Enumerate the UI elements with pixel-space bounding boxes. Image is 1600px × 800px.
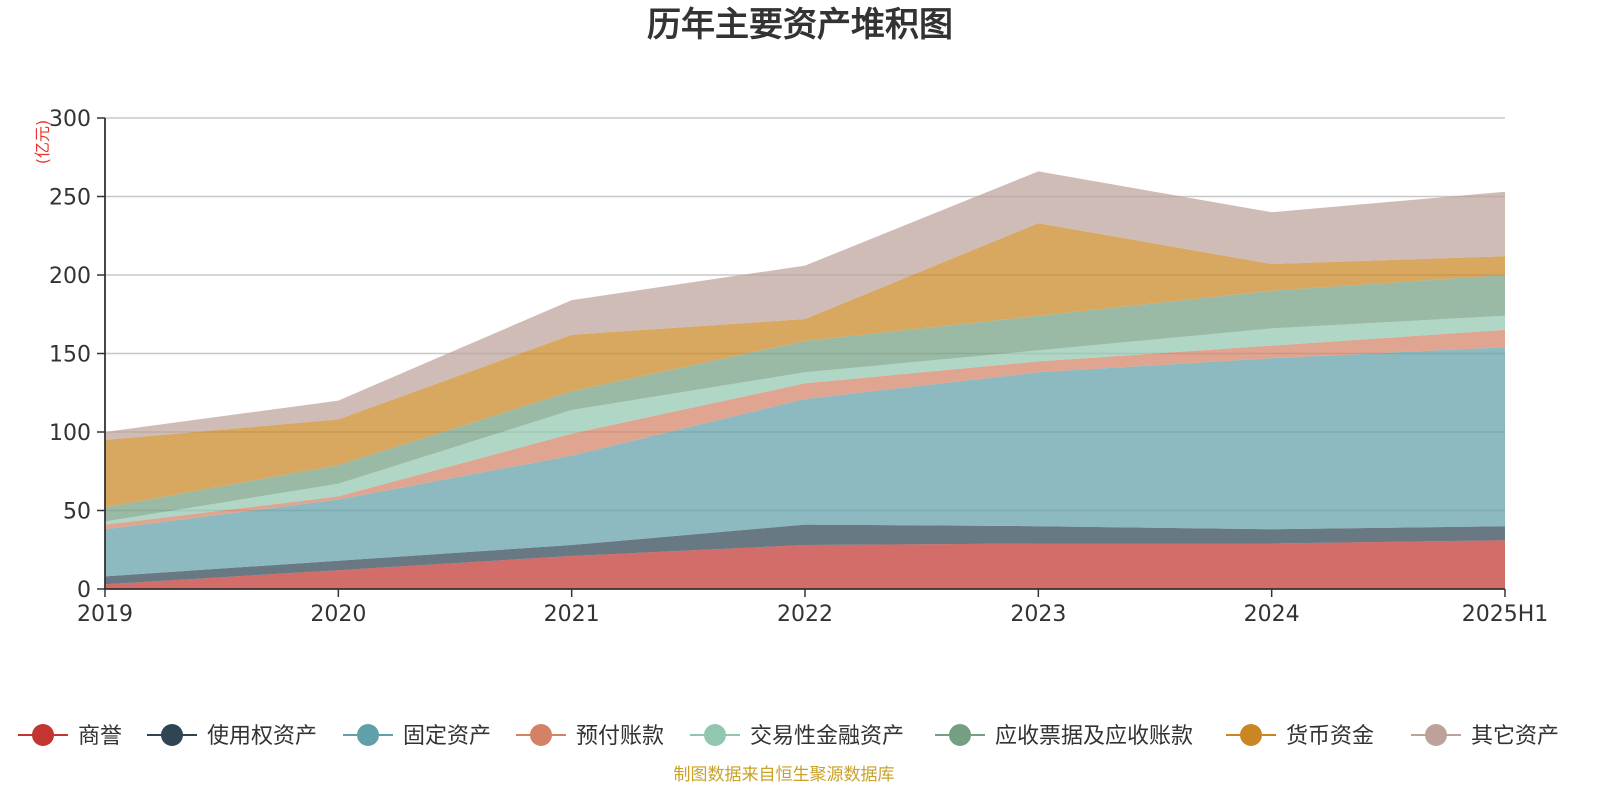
legend-label: 预付账款 [576,724,664,749]
source-footer: 制图数据来自恒生聚源数据库 [674,765,895,785]
area-series-应收票据及应收账款 [105,275,1505,522]
area-series-预付账款 [105,329,1505,530]
legend-marker [949,724,971,746]
y-tick-label: 300 [49,107,91,132]
legend-item-预付账款[interactable]: 预付账款 [516,724,664,749]
legend-item-货币资金[interactable]: 货币资金 [1226,724,1374,749]
axes: 0 50 100 150 200 250 300 2019 2020 2021 2022 2023 20… [49,107,1548,627]
legend-marker [530,724,552,746]
area-series-商誉 [105,540,1505,589]
legend-item-商誉[interactable]: 商誉 [18,724,122,749]
x-tick-label: 2021 [544,602,600,627]
x-tick-label: 2019 [77,602,133,627]
legend-label: 使用权资产 [207,724,317,749]
legend-label: 商誉 [78,724,122,749]
y-tick-label: 250 [49,186,91,211]
legend: 商誉 使用权资产 固定资产 预付账款 交易性金融资产 应收票据及应收账款 货币资金 其它资产 [18,724,1559,749]
area-series-使用权资产 [105,524,1505,585]
legend-marker [32,724,54,746]
legend-label: 固定资产 [403,724,491,749]
legend-label: 应收票据及应收账款 [995,724,1193,749]
x-tick-label: 2022 [777,602,833,627]
legend-marker [357,724,379,746]
x-tick-label: 2024 [1244,602,1300,627]
area-series-其它资产 [105,171,1505,440]
area-series-交易性金融资产 [105,315,1505,525]
y-tick-label: 100 [49,421,91,446]
legend-marker [1240,724,1262,746]
x-tick-label: 2020 [310,602,366,627]
legend-label: 交易性金融资产 [750,724,904,749]
legend-item-固定资产[interactable]: 固定资产 [343,724,491,749]
legend-label: 其它资产 [1471,724,1559,749]
x-tick-label: 2023 [1010,602,1066,627]
area-series-固定资产 [105,347,1505,577]
legend-marker [1425,724,1447,746]
legend-item-交易性金融资产[interactable]: 交易性金融资产 [690,724,904,749]
x-tick-label: 2025H1 [1462,602,1549,627]
y-axis-unit-label: (亿元) [33,120,52,165]
legend-marker [704,724,726,746]
legend-item-其它资产[interactable]: 其它资产 [1411,724,1559,749]
y-tick-label: 50 [63,500,91,525]
legend-marker [161,724,183,746]
y-tick-label: 150 [49,343,91,368]
legend-label: 货币资金 [1286,724,1374,749]
y-tick-label: 200 [49,264,91,289]
legend-item-应收票据及应收账款[interactable]: 应收票据及应收账款 [935,724,1193,749]
area-series [105,171,1505,589]
area-series-货币资金 [105,223,1505,508]
y-tick-label: 0 [77,578,91,603]
legend-item-使用权资产[interactable]: 使用权资产 [147,724,317,749]
chart-title: 历年主要资产堆积图 [647,5,953,45]
